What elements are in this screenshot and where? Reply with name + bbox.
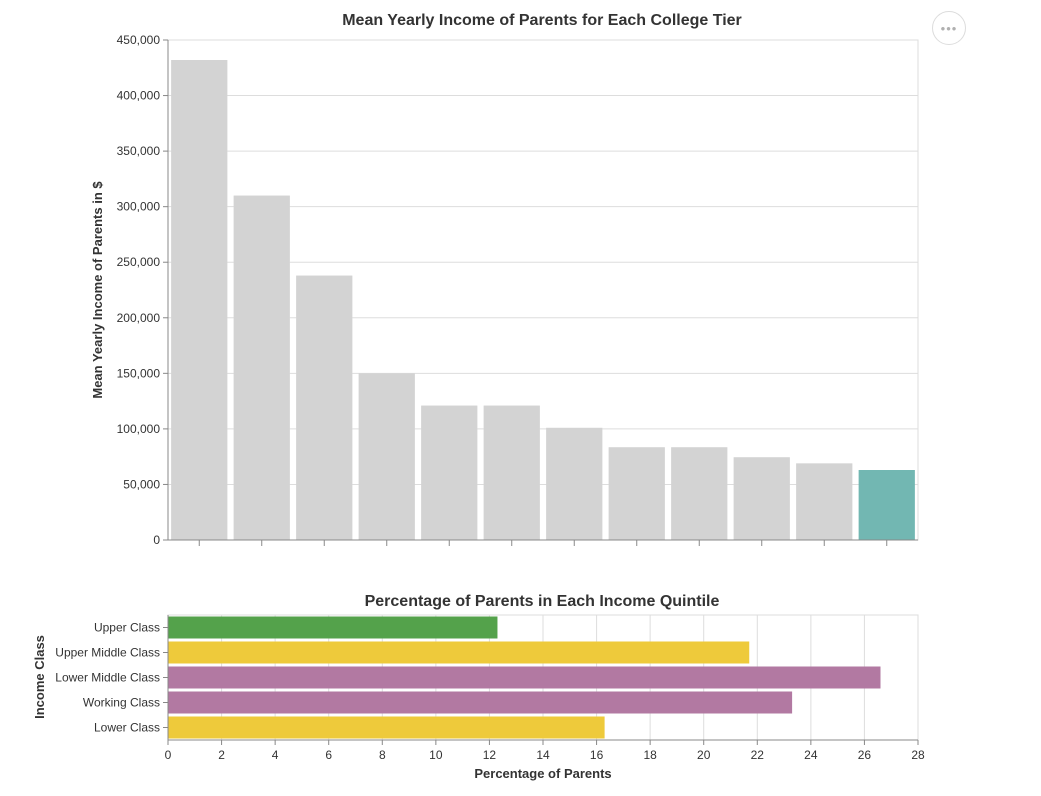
top-y-tick-label: 350,000 <box>117 144 161 158</box>
top-bar <box>358 373 415 540</box>
bottom-y-axis: Upper Class Upper Middle Class Lower Middl… <box>55 615 169 740</box>
bottom-x-tick-label: 26 <box>858 748 872 762</box>
top-y-tick-label: 400,000 <box>117 89 161 103</box>
top-bar <box>296 275 353 540</box>
top-bar <box>608 447 665 540</box>
bottom-x-tick-label: 4 <box>272 748 279 762</box>
top-bar <box>796 463 853 540</box>
top-y-axis-title: Mean Yearly Income of Parents in $ <box>90 181 105 399</box>
bottom-y-tick-label: Lower Class <box>94 721 160 735</box>
bottom-y-tick-label: Lower Middle Class <box>55 671 160 685</box>
top-y-tick-label: 200,000 <box>117 311 161 325</box>
bottom-x-tick-label: 12 <box>483 748 497 762</box>
top-y-tick-label: 50,000 <box>123 477 160 491</box>
top-bar <box>546 427 603 540</box>
top-y-tick-label: 450,000 <box>117 33 161 47</box>
bottom-x-tick-label: 8 <box>379 748 386 762</box>
top-y-axis: 0 50,000 100,000 150,000 200,000 250,000 300,0… <box>117 33 169 547</box>
bottom-x-tick-label: 16 <box>590 748 604 762</box>
top-y-tick-label: 150,000 <box>117 366 161 380</box>
bottom-x-tick-label: 18 <box>643 748 657 762</box>
bottom-x-tick-label: 0 <box>165 748 172 762</box>
top-bar <box>671 447 728 540</box>
bottom-x-tick-label: 20 <box>697 748 711 762</box>
bottom-bar <box>168 616 498 639</box>
bottom-x-tick-label: 6 <box>325 748 332 762</box>
top-y-tick-label: 300,000 <box>117 200 161 214</box>
bottom-x-axis: 0 2 4 6 8 10 12 14 16 18 20 22 24 26 28 <box>165 739 925 762</box>
more-horizontal-icon: ••• <box>940 20 958 36</box>
bottom-bars <box>168 616 881 739</box>
top-bar <box>733 457 790 540</box>
bottom-x-tick-label: 10 <box>429 748 443 762</box>
bottom-x-axis-title: Percentage of Parents <box>474 766 611 781</box>
more-actions-button[interactable]: ••• <box>932 11 966 45</box>
top-gridlines <box>168 39 918 541</box>
bottom-bar <box>168 691 793 714</box>
income-quintile-chart: Percentage of Parents in Each Income Qui… <box>32 593 925 781</box>
bottom-x-tick-label: 22 <box>751 748 765 762</box>
top-chart-title: Mean Yearly Income of Parents for Each C… <box>342 12 742 29</box>
bottom-x-tick-label: 2 <box>218 748 225 762</box>
top-bars <box>171 60 915 541</box>
bottom-bar <box>168 641 750 664</box>
bottom-x-tick-label: 24 <box>804 748 818 762</box>
income-by-tier-chart: Mean Yearly Income of Parents for Each C… <box>90 12 919 547</box>
bottom-bar <box>168 716 605 739</box>
bottom-y-tick-label: Working Class <box>83 696 160 710</box>
bottom-bar <box>168 666 881 689</box>
top-y-tick-label: 0 <box>153 533 160 547</box>
top-bar <box>421 405 478 540</box>
top-bar <box>171 60 228 540</box>
bottom-chart-title: Percentage of Parents in Each Income Qui… <box>365 593 720 610</box>
top-bar <box>483 405 540 540</box>
bottom-y-tick-label: Upper Class <box>94 621 160 635</box>
bottom-x-tick-label: 28 <box>911 748 925 762</box>
top-bar <box>858 470 915 540</box>
bottom-y-axis-title: Income Class <box>32 635 47 719</box>
top-y-tick-label: 100,000 <box>117 422 161 436</box>
top-bar <box>233 195 290 541</box>
bottom-x-tick-label: 14 <box>536 748 550 762</box>
bottom-y-tick-label: Upper Middle Class <box>55 646 160 660</box>
top-x-axis <box>168 539 918 546</box>
top-y-tick-label: 250,000 <box>117 255 161 269</box>
